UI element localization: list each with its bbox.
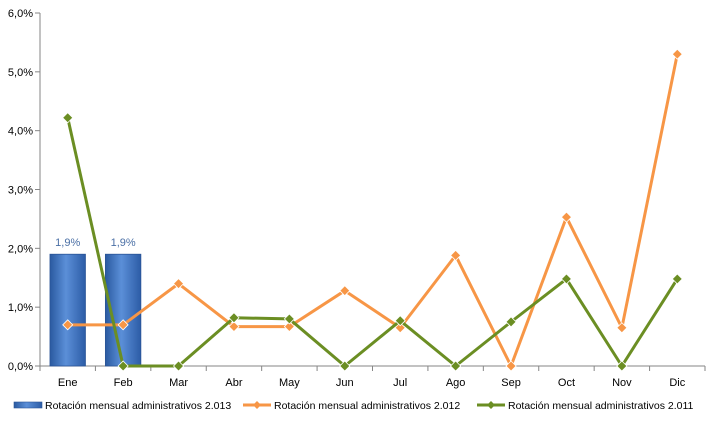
x-tick-label: Mar (169, 377, 188, 389)
y-tick-label: 6,0% (8, 8, 33, 20)
x-tick-label: Oct (558, 377, 575, 389)
bar (49, 253, 86, 367)
series-line (67, 53, 679, 368)
series-line (66, 117, 679, 368)
data-point (228, 312, 240, 324)
data-point (450, 360, 462, 372)
data-point (394, 322, 406, 334)
x-tick-label: Ago (446, 377, 466, 389)
data-point (172, 360, 185, 372)
data-point (339, 285, 351, 297)
legend-swatch (13, 401, 43, 409)
line-series (62, 48, 683, 372)
data-point (228, 321, 240, 333)
axes: 0,0% 1,0% 2,0% 3,0% 4,0% 5,0% 6,0% Ene Feb Mar Abr… (8, 8, 706, 389)
y-tick-label: 1,0% (8, 302, 33, 314)
data-point (62, 112, 74, 124)
data-point (117, 360, 129, 372)
data-point (505, 360, 517, 372)
data-point (560, 211, 573, 223)
data-point (283, 313, 295, 325)
bar-data-label: 1,9% (55, 237, 80, 249)
data-point (62, 319, 74, 331)
data-labels: 1,9% 1,9% (55, 237, 136, 249)
data-point (505, 316, 517, 328)
legend-marker (487, 401, 495, 409)
legend-label: Rotación mensual administrativos 2.011 (508, 400, 694, 412)
data-point (450, 249, 462, 261)
x-tick-label: Feb (114, 377, 133, 389)
bar-series (49, 253, 142, 367)
legend-marker (253, 401, 261, 409)
data-point (671, 48, 683, 60)
data-point (394, 315, 406, 327)
x-tick-label: Abr (225, 377, 242, 389)
data-point (117, 319, 129, 331)
data-point (671, 273, 683, 285)
x-tick-label: Ene (58, 377, 78, 389)
bar-data-label: 1,9% (111, 237, 136, 249)
data-point (283, 321, 295, 333)
legend: Rotación mensual administrativos 2.013 Ro… (13, 400, 694, 412)
x-tick-label: Jul (393, 377, 407, 389)
y-tick-label: 2,0% (8, 243, 33, 255)
x-tick-label: May (279, 377, 300, 389)
data-point (560, 273, 573, 285)
y-tick-label: 0,0% (8, 361, 33, 373)
data-point (616, 360, 628, 372)
data-point (339, 360, 351, 372)
data-point (616, 322, 628, 334)
y-tick-label: 3,0% (8, 185, 33, 197)
y-tick-label: 4,0% (8, 126, 33, 138)
data-point (172, 278, 185, 290)
x-tick-label: Nov (612, 377, 632, 389)
x-tick-label: Dic (669, 377, 685, 389)
legend-label: Rotación mensual administrativos 2.012 (274, 400, 460, 412)
legend-label: Rotación mensual administrativos 2.013 (45, 400, 231, 412)
x-tick-label: Jun (336, 377, 354, 389)
y-tick-label: 5,0% (8, 67, 33, 79)
x-tick-label: Sep (501, 377, 521, 389)
